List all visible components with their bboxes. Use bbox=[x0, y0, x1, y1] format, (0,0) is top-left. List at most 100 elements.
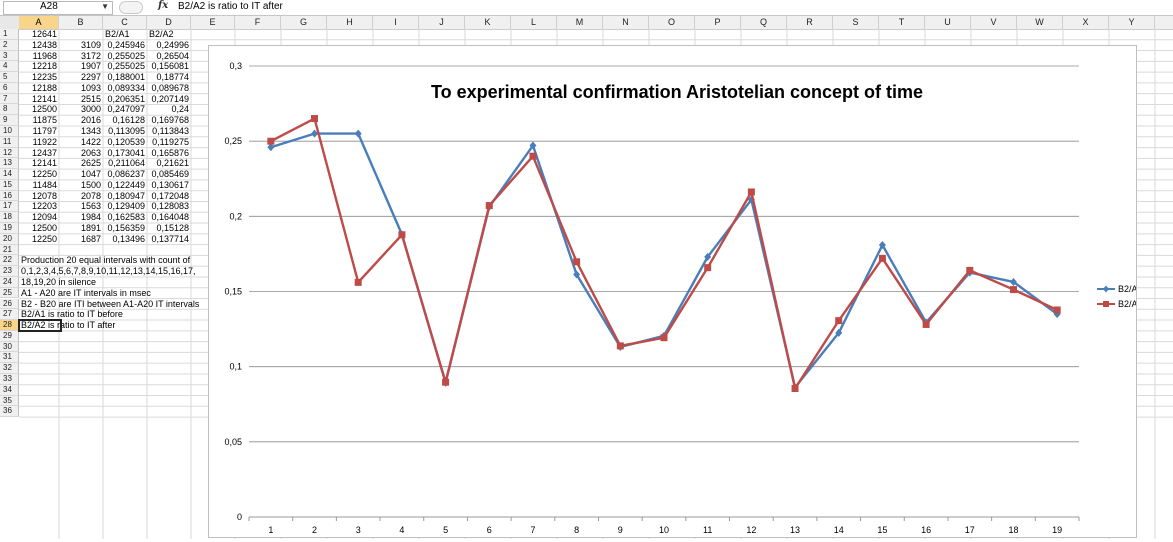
note-cell[interactable]: B2/A2 is ratio to IT after bbox=[21, 320, 116, 331]
row-header-29[interactable]: 29 bbox=[0, 330, 19, 342]
table-cell[interactable]: 3109 bbox=[80, 39, 101, 50]
table-cell[interactable]: 0,15128 bbox=[156, 223, 189, 234]
table-cell[interactable]: 1093 bbox=[80, 82, 101, 93]
column-header-x[interactable]: X bbox=[1063, 16, 1109, 29]
note-cell[interactable]: A1 - A20 are IT intervals in msec bbox=[21, 287, 151, 298]
table-cell[interactable]: 1687 bbox=[80, 233, 101, 244]
table-cell[interactable]: 2515 bbox=[80, 93, 101, 104]
row-header-30[interactable]: 30 bbox=[0, 341, 19, 353]
active-cell[interactable] bbox=[18, 319, 62, 332]
table-cell[interactable]: 12250 bbox=[31, 233, 57, 244]
table-cell[interactable]: 0,089678 bbox=[151, 82, 189, 93]
table-cell[interactable]: 12188 bbox=[31, 82, 57, 93]
column-header-z[interactable]: Z bbox=[1155, 16, 1173, 29]
column-header-f[interactable]: F bbox=[235, 16, 281, 29]
table-cell[interactable]: 0,122449 bbox=[107, 179, 145, 190]
chevron-down-icon[interactable]: ▼ bbox=[101, 2, 109, 11]
row-header-11[interactable]: 11 bbox=[0, 136, 19, 148]
table-cell[interactable]: 0,156359 bbox=[107, 223, 145, 234]
column-header-g[interactable]: G bbox=[281, 16, 327, 29]
note-cell[interactable]: 18,19,20 in silence bbox=[21, 276, 97, 287]
name-box[interactable]: A28 ▼ bbox=[3, 1, 113, 15]
table-cell[interactable]: 12203 bbox=[31, 201, 57, 212]
row-header-34[interactable]: 34 bbox=[0, 384, 19, 396]
column-header-e[interactable]: E bbox=[191, 16, 235, 29]
table-cell[interactable]: 2297 bbox=[80, 72, 101, 83]
row-header-16[interactable]: 16 bbox=[0, 190, 19, 202]
column-header-q[interactable]: Q bbox=[741, 16, 787, 29]
table-cell[interactable]: 3172 bbox=[80, 50, 101, 61]
column-header-r[interactable]: R bbox=[787, 16, 833, 29]
table-cell[interactable]: 11797 bbox=[32, 126, 57, 137]
table-cell[interactable]: 12094 bbox=[31, 212, 57, 223]
row-header-14[interactable]: 14 bbox=[0, 169, 19, 180]
table-cell[interactable]: 12218 bbox=[31, 61, 57, 72]
row-header-35[interactable]: 35 bbox=[0, 395, 19, 407]
table-cell[interactable]: 12235 bbox=[31, 72, 57, 83]
column-header-s[interactable]: S bbox=[833, 16, 879, 29]
table-cell[interactable]: 1343 bbox=[80, 126, 101, 137]
row-header-27[interactable]: 27 bbox=[0, 309, 19, 321]
table-cell[interactable]: 0,245946 bbox=[107, 39, 145, 50]
table-cell[interactable]: 1563 bbox=[80, 201, 101, 212]
row-header-17[interactable]: 17 bbox=[0, 201, 19, 213]
table-cell[interactable]: 12437 bbox=[31, 147, 57, 158]
table-cell[interactable]: 0,13496 bbox=[112, 233, 145, 244]
table-cell[interactable]: 12141 bbox=[31, 93, 57, 104]
row-header-19[interactable]: 19 bbox=[0, 223, 19, 234]
table-cell[interactable]: 0,128083 bbox=[151, 201, 189, 212]
table-cell[interactable]: 0,24996 bbox=[156, 39, 189, 50]
table-cell[interactable]: 1047 bbox=[80, 169, 101, 180]
table-cell[interactable]: 1907 bbox=[80, 61, 101, 72]
table-cell[interactable]: 0,129409 bbox=[107, 201, 145, 212]
table-cell[interactable]: 1500 bbox=[80, 179, 101, 190]
table-cell[interactable]: 0,119275 bbox=[152, 136, 189, 147]
table-cell[interactable]: 12250 bbox=[31, 169, 57, 180]
table-cell[interactable]: 0,24 bbox=[171, 104, 189, 115]
table-cell[interactable]: 12078 bbox=[31, 190, 57, 201]
table-cell[interactable]: 0,113843 bbox=[152, 126, 189, 137]
column-header-v[interactable]: V bbox=[971, 16, 1017, 29]
row-header-4[interactable]: 4 bbox=[0, 61, 19, 73]
table-cell[interactable]: 1984 bbox=[80, 212, 101, 223]
column-header-b[interactable]: B bbox=[59, 16, 103, 29]
table-cell[interactable]: 0,188001 bbox=[107, 72, 145, 83]
table-cell[interactable]: 12500 bbox=[31, 104, 57, 115]
table-cell[interactable]: B2/A1 bbox=[105, 29, 130, 39]
column-header-t[interactable]: T bbox=[879, 16, 925, 29]
row-header-18[interactable]: 18 bbox=[0, 212, 19, 224]
table-cell[interactable]: 12641 bbox=[31, 29, 57, 39]
table-cell[interactable]: 0,164048 bbox=[151, 212, 189, 223]
note-cell[interactable]: B2/A1 is ratio to IT before bbox=[21, 309, 123, 320]
table-cell[interactable]: 0,120539 bbox=[107, 136, 145, 147]
column-header-o[interactable]: O bbox=[649, 16, 695, 29]
line-chart[interactable]: 0 0,05 0,1 0,15 0,2 0,25 0,3 1 2 3 4 5 6 7 8 9 10 11 12 13 1… bbox=[208, 45, 1143, 538]
table-cell[interactable]: 3000 bbox=[80, 104, 101, 115]
table-cell[interactable]: 0,255025 bbox=[107, 61, 145, 72]
formula-expand-button[interactable] bbox=[119, 1, 143, 14]
column-header-i[interactable]: I bbox=[373, 16, 419, 29]
table-cell[interactable]: 0,085469 bbox=[151, 169, 189, 180]
table-cell[interactable]: 0,113095 bbox=[108, 126, 145, 137]
column-header-h[interactable]: H bbox=[327, 16, 373, 29]
column-header-n[interactable]: N bbox=[603, 16, 649, 29]
column-header-c[interactable]: C bbox=[103, 16, 147, 29]
table-cell[interactable]: 0,086237 bbox=[107, 169, 145, 180]
column-header-k[interactable]: K bbox=[465, 16, 511, 29]
row-header-3[interactable]: 3 bbox=[0, 50, 19, 62]
table-cell[interactable]: 0,26504 bbox=[156, 50, 189, 61]
column-header-a[interactable]: A bbox=[19, 16, 59, 29]
column-header-l[interactable]: L bbox=[511, 16, 557, 29]
table-cell[interactable]: 0,173041 bbox=[107, 147, 145, 158]
note-cell[interactable]: 0,1,2,3,4,5,6,7,8,9,10,11,12,13,14,15,16… bbox=[21, 266, 196, 277]
row-header-36[interactable]: 36 bbox=[0, 406, 19, 418]
note-cell[interactable]: Production 20 equal intervals with count… bbox=[21, 255, 191, 266]
table-cell[interactable]: 12438 bbox=[31, 39, 57, 50]
column-header-w[interactable]: W bbox=[1017, 16, 1063, 29]
table-cell[interactable]: 1422 bbox=[80, 136, 101, 147]
table-cell[interactable]: 11968 bbox=[32, 50, 57, 61]
table-cell[interactable]: 0,255025 bbox=[107, 50, 145, 61]
table-cell[interactable]: 0,130617 bbox=[151, 179, 189, 190]
column-header-p[interactable]: P bbox=[695, 16, 741, 29]
row-header-9[interactable]: 9 bbox=[0, 115, 19, 126]
